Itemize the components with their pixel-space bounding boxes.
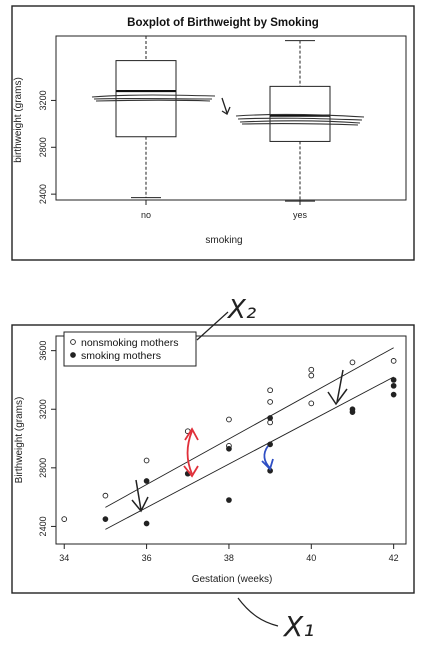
nonsmoking-data-point: [308, 400, 315, 407]
scatter-y-tick-label: 3200: [38, 399, 48, 419]
boxplot-y-axis: 2400 2800 3200: [38, 90, 56, 204]
boxplot-y-axis-label: birthweight (grams): [13, 77, 24, 163]
handwritten-scribble-marks: [91, 94, 365, 126]
smoking-fit-line: [105, 376, 394, 530]
handwritten-down-arrow: [221, 97, 231, 115]
legend-filled-circle-icon: [70, 352, 76, 358]
boxplot-boxes: [115, 35, 331, 202]
nonsmoking-data-point: [390, 358, 397, 364]
handwritten-x2-annotation: X₂: [196, 295, 256, 341]
scatter-x-tick-label: 34: [59, 553, 69, 563]
legend-open-circle-icon: [70, 339, 76, 345]
handwritten-black-down-arrow-left: [131, 479, 149, 513]
x1-label: X₁: [282, 610, 314, 643]
scatter-fit-lines: [105, 347, 394, 530]
x2-pointer-line: [196, 311, 229, 341]
scatter-y-tick-label: 2800: [38, 458, 48, 478]
legend-entry-smoking: smoking mothers: [81, 350, 161, 362]
smoking-data-point: [143, 520, 150, 527]
scatter-y-axis-label: Birthweight (grams): [14, 397, 25, 484]
smoking-data-point: [390, 382, 397, 389]
smoking-data-point: [349, 409, 356, 416]
scatter-x-tick-label: 36: [142, 553, 152, 563]
nonsmoking-data-point: [61, 516, 68, 522]
nonsmoking-data-point: [308, 372, 315, 379]
scatter-y-axis: 2400 2800 3200 3600: [38, 341, 56, 536]
boxplot-title: Boxplot of Birthweight by Smoking: [127, 17, 319, 29]
handwritten-x1-annotation: X₁: [237, 597, 314, 643]
boxplot-y-tick-label: 2800: [38, 137, 48, 157]
boxplot-panel: Boxplot of Birthweight by Smoking 2400 28…: [11, 5, 415, 261]
boxplot-x-tick-label: yes: [293, 210, 308, 220]
legend-box: [63, 331, 197, 367]
boxplot-x-axis: no yes: [141, 200, 308, 220]
nonsmoking-data-point: [267, 387, 273, 394]
scatter-y-tick-label: 3600: [38, 341, 48, 361]
nonsmoking-data-point: [267, 399, 273, 405]
smoking-data-point: [267, 441, 273, 448]
smoking-data-point: [226, 497, 232, 503]
smoking-data-point: [390, 377, 397, 383]
smoking-data-point: [267, 415, 273, 421]
handwritten-blue-arrow: [261, 445, 274, 471]
scatter-y-tick-label: 2400: [38, 516, 48, 536]
scatter-x-tick-label: 40: [306, 553, 316, 563]
boxplot-y-tick-label: 3200: [38, 90, 48, 110]
nonsmoking-fit-line: [105, 347, 394, 508]
boxplot-plot-frame: [55, 35, 407, 201]
nonsmoking-data-point: [102, 492, 109, 499]
x1-pointer-line: [237, 597, 279, 627]
boxplot-x-tick-label: no: [141, 210, 151, 220]
x2-label: X₂: [226, 295, 256, 325]
handwritten-black-down-arrow-right: [327, 369, 348, 406]
legend-entry-nonsmoking: nonsmoking mothers: [81, 337, 178, 349]
scatter-plot-frame: [55, 335, 407, 545]
scatter-x-axis-label: Gestation (weeks): [192, 574, 273, 585]
scatter-x-axis: 34 36 38 40 42: [59, 544, 399, 563]
scatter-panel: 2400 2800 3200 3600 34 36 38 40 42 Birthweight …: [11, 324, 415, 594]
scatter-points: [61, 358, 397, 527]
scatter-x-tick-label: 38: [224, 553, 234, 563]
box-iqr-rect: [269, 85, 331, 142]
smoking-data-point: [390, 391, 397, 398]
smoking-data-point: [226, 445, 232, 452]
boxplot-y-tick-label: 2400: [38, 184, 48, 204]
box-no: [115, 35, 177, 199]
box-yes: [269, 40, 331, 202]
scatter-legend: nonsmoking mothers smoking mothers: [63, 331, 197, 367]
smoking-data-point: [102, 516, 109, 522]
nonsmoking-data-point: [226, 416, 232, 423]
handwritten-red-double-arrow: [183, 427, 199, 478]
nonsmoking-data-point: [143, 457, 150, 464]
boxplot-x-axis-label: smoking: [205, 235, 242, 246]
scatter-x-tick-label: 42: [389, 553, 399, 563]
nonsmoking-data-point: [349, 359, 356, 366]
smoking-data-point: [143, 478, 150, 484]
nonsmoking-data-point: [308, 366, 315, 373]
boxplot-outer-frame: [11, 5, 415, 261]
scatter-outer-frame: [11, 324, 415, 594]
